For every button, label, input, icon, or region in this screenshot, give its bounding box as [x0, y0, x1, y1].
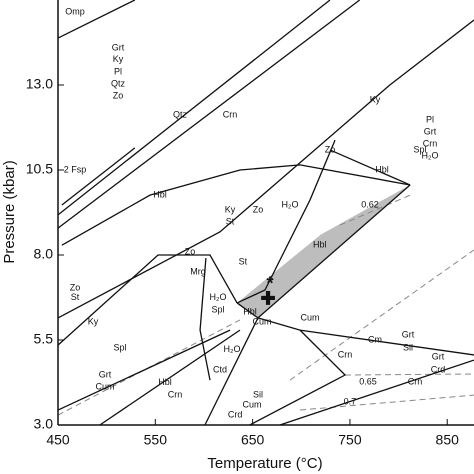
field-label: H₂O: [209, 292, 226, 302]
x-tick-label: 550: [144, 432, 168, 448]
phase-boundary: [257, 317, 474, 356]
field-label: Zo: [325, 144, 336, 154]
field-label: Pl: [114, 66, 122, 76]
field-label: Crd: [228, 410, 243, 420]
field-label: Grt: [112, 42, 125, 52]
field-label: Qtz: [111, 78, 126, 88]
phase-boundary: [329, 149, 411, 186]
field-label: Cm: [368, 334, 382, 344]
field-label: Crn: [338, 349, 353, 359]
isopleth: [289, 249, 474, 381]
field-label: Hbl: [243, 306, 257, 316]
phase-boundary: [199, 258, 211, 381]
phase-boundary: [61, 147, 136, 206]
y-tick-label: 8.0: [34, 246, 54, 262]
field-label: Hbl: [153, 190, 167, 200]
field-label: Hbl: [375, 164, 389, 174]
x-tick-label: 650: [241, 432, 265, 448]
field-label: Omp: [65, 6, 85, 16]
phase-boundary: [204, 317, 259, 426]
symbol: *: [267, 274, 274, 294]
x-tick-label: 750: [338, 432, 362, 448]
phase-boundary: [257, 184, 411, 319]
field-label: Zo: [185, 246, 196, 256]
field-label: Cum: [252, 316, 271, 326]
field-label: Grt: [99, 369, 112, 379]
field-label: 2 Fsp: [64, 164, 87, 174]
field-label: Sil: [403, 343, 413, 353]
isopleth: [339, 194, 411, 226]
y-axis-label: Pressure (kbar): [1, 160, 18, 263]
field-label: Crn: [423, 139, 438, 149]
phase-boundary: [57, 254, 238, 346]
phase-boundary: [236, 302, 259, 319]
field-label: Ky: [88, 316, 99, 326]
field-label: Crn: [408, 377, 423, 387]
field-label: Cum: [301, 312, 320, 322]
field-label: 0.62: [361, 199, 379, 209]
field-label: Spl: [413, 144, 426, 154]
x-axis-label: Temperature (°C): [207, 455, 322, 472]
field: [237, 184, 411, 318]
field-label: Crn: [168, 389, 183, 399]
field-label: Qtz: [173, 109, 188, 119]
phase-boundary: [57, 0, 361, 229]
field-label: H₂O: [223, 344, 240, 354]
field-label: Hbl: [158, 377, 172, 387]
field-label: Zo: [70, 282, 81, 292]
field-label: H₂O: [422, 150, 439, 160]
y-tick-label: 13.0: [26, 76, 53, 92]
field-label: Crn: [223, 109, 238, 119]
field-label: Grt: [432, 351, 445, 361]
field-label: H₂O: [281, 199, 298, 209]
phase-boundary: [61, 164, 411, 246]
field-label: St: [226, 216, 235, 226]
field-label: Ky: [113, 54, 124, 64]
phase-boundary: [57, 329, 231, 411]
field-label: Pl: [426, 114, 434, 124]
phase-boundary: [236, 139, 336, 304]
y-tick-label: 5.5: [34, 331, 54, 347]
field-label: Sil: [253, 389, 263, 399]
field-label: Spl: [113, 343, 126, 353]
x-tick-label: 450: [46, 432, 70, 448]
isopleth: [345, 373, 474, 376]
field-label: St: [239, 257, 248, 267]
field-label: Grt: [402, 329, 415, 339]
field-label: Ky: [370, 94, 381, 104]
y-tick-label: 3.0: [34, 416, 54, 432]
phase-boundary: [57, 19, 474, 319]
y-tick-label: 10.5: [26, 161, 53, 177]
field-label: Ky: [225, 204, 236, 214]
field-label: Zo: [253, 204, 264, 214]
phase-boundary: [57, 0, 331, 216]
field-label: Cum: [95, 381, 114, 391]
field-label: Hbl: [313, 240, 327, 250]
field-label: Cum: [243, 399, 262, 409]
field-label: Crd: [431, 364, 446, 374]
field-label: Ctd: [213, 364, 227, 374]
isopleth: [299, 394, 474, 411]
field-label: St: [71, 292, 80, 302]
phase-boundary: [249, 329, 347, 426]
field-label: Spl: [211, 304, 224, 314]
symbol: ✚: [260, 289, 275, 309]
x-tick-label: 850: [436, 432, 460, 448]
phase-boundary: [57, 0, 136, 39]
field-label: Zo: [113, 90, 124, 100]
field-label: 0.65: [359, 377, 377, 387]
field-label: 0.7: [344, 396, 357, 406]
field-label: Mrg: [190, 266, 206, 276]
phase-boundary: [99, 329, 241, 426]
phase-boundary: [279, 359, 474, 426]
field-label: Grt: [424, 126, 437, 136]
